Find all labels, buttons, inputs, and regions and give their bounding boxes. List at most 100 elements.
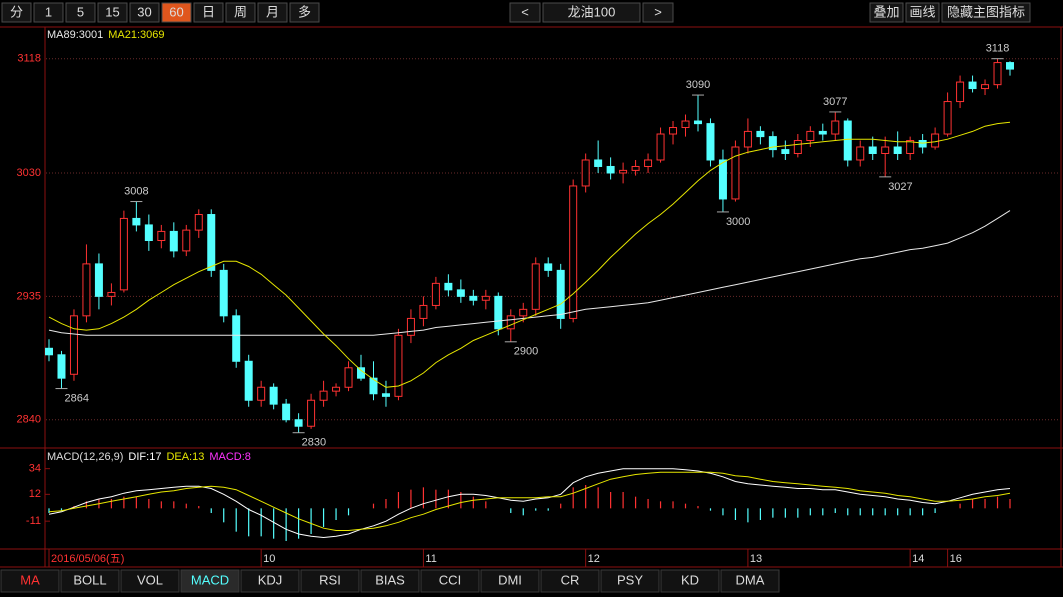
period-button-bg[interactable] bbox=[1, 2, 32, 23]
period-button-bg[interactable] bbox=[129, 2, 160, 23]
period-button-label[interactable]: 周 bbox=[234, 4, 247, 19]
period-button-bg[interactable] bbox=[225, 2, 256, 23]
period-button-bg[interactable] bbox=[257, 2, 288, 23]
indicator-tab[interactable]: CCI bbox=[420, 569, 480, 593]
extreme-label: 3118 bbox=[986, 43, 1010, 55]
tool-button-bg[interactable] bbox=[869, 2, 904, 23]
indicator-tab[interactable]: MA bbox=[0, 569, 60, 593]
indicator-tab-label[interactable]: BIAS bbox=[375, 572, 405, 587]
candle-body bbox=[394, 334, 403, 397]
indicator-tab[interactable]: VOL bbox=[120, 569, 180, 593]
next-button[interactable]: > bbox=[642, 2, 674, 23]
prev-button-label[interactable]: < bbox=[521, 4, 529, 19]
period-button-bg[interactable] bbox=[33, 2, 64, 23]
period-button-label[interactable]: 日 bbox=[202, 4, 215, 19]
indicator-tab[interactable]: BIAS bbox=[360, 569, 420, 593]
period-button-label[interactable]: 1 bbox=[45, 4, 52, 19]
period-button-label[interactable]: 15 bbox=[105, 4, 119, 19]
period-button-label[interactable]: 月 bbox=[266, 4, 279, 19]
indicator-tab-label[interactable]: DMA bbox=[736, 572, 765, 587]
period-button[interactable]: 月 bbox=[257, 2, 288, 23]
prev-button-bg[interactable] bbox=[509, 2, 541, 23]
indicator-tab-bg[interactable] bbox=[360, 569, 420, 593]
indicator-tab[interactable]: RSI bbox=[300, 569, 360, 593]
indicator-tab-label[interactable]: DMI bbox=[498, 572, 522, 587]
indicator-tab-label[interactable]: BOLL bbox=[73, 572, 106, 587]
period-button-bg[interactable] bbox=[161, 2, 192, 23]
period-button-bg[interactable] bbox=[97, 2, 128, 23]
period-button[interactable]: 60 bbox=[161, 2, 192, 23]
indicator-tab-bg[interactable] bbox=[300, 569, 360, 593]
period-button[interactable]: 1 bbox=[33, 2, 64, 23]
prev-button[interactable]: < bbox=[509, 2, 541, 23]
candle-body bbox=[856, 146, 865, 161]
indicator-tab-label[interactable]: RSI bbox=[319, 572, 341, 587]
next-button-label[interactable]: > bbox=[654, 4, 662, 19]
period-button[interactable]: 30 bbox=[129, 2, 160, 23]
period-button[interactable]: 多 bbox=[289, 2, 320, 23]
tool-button[interactable]: 隐藏主图指标 bbox=[941, 2, 1031, 23]
indicator-tab[interactable]: PSY bbox=[600, 569, 660, 593]
symbol-title-label[interactable]: 龙油100 bbox=[568, 4, 616, 19]
indicator-tab-bg[interactable] bbox=[420, 569, 480, 593]
symbol-title-bg[interactable] bbox=[542, 2, 641, 23]
indicator-tab[interactable]: BOLL bbox=[60, 569, 120, 593]
symbol-title[interactable]: 龙油100 bbox=[542, 2, 641, 23]
period-button-label[interactable]: 5 bbox=[77, 4, 84, 19]
period-button-label[interactable]: 多 bbox=[298, 4, 311, 19]
candle-body bbox=[781, 149, 790, 154]
tool-button-label[interactable]: 画线 bbox=[909, 4, 935, 19]
indicator-tab-label[interactable]: PSY bbox=[617, 572, 643, 587]
indicator-tab[interactable]: DMI bbox=[480, 569, 540, 593]
indicator-tab-bg[interactable] bbox=[720, 569, 780, 593]
candle-body bbox=[456, 289, 465, 297]
tool-button-label[interactable]: 隐藏主图指标 bbox=[947, 4, 1025, 19]
period-button[interactable]: 日 bbox=[193, 2, 224, 23]
tool-button[interactable]: 画线 bbox=[905, 2, 940, 23]
indicator-tab-bg[interactable] bbox=[480, 569, 540, 593]
indicator-tab-bg[interactable] bbox=[120, 569, 180, 593]
indicator-tab-bg[interactable] bbox=[180, 569, 240, 593]
macd-bar bbox=[959, 503, 961, 509]
period-button-bg[interactable] bbox=[65, 2, 96, 23]
tool-button[interactable]: 叠加 bbox=[869, 2, 904, 23]
period-button-bg[interactable] bbox=[193, 2, 224, 23]
macd-bar bbox=[722, 508, 724, 516]
indicator-tab-bg[interactable] bbox=[240, 569, 300, 593]
period-button-label[interactable]: 分 bbox=[10, 4, 23, 19]
period-button[interactable]: 15 bbox=[97, 2, 128, 23]
tool-button-label[interactable]: 叠加 bbox=[873, 4, 899, 19]
indicator-tab-bg[interactable] bbox=[660, 569, 720, 593]
macd-bar bbox=[709, 508, 712, 511]
indicator-tab-label[interactable]: KD bbox=[681, 572, 699, 587]
period-button[interactable]: 分 bbox=[1, 2, 32, 23]
tool-button-bg[interactable] bbox=[905, 2, 940, 23]
indicator-tab-label[interactable]: CR bbox=[561, 572, 580, 587]
indicator-tab-bg[interactable] bbox=[0, 569, 60, 593]
indicator-tab-label[interactable]: VOL bbox=[137, 572, 163, 587]
indicator-tab[interactable]: DMA bbox=[720, 569, 780, 593]
candle-body bbox=[207, 214, 216, 271]
indicator-tab-label[interactable]: MA bbox=[20, 572, 40, 587]
next-button-bg[interactable] bbox=[642, 2, 674, 23]
macd-bar bbox=[173, 501, 175, 509]
indicator-tab-bg[interactable] bbox=[600, 569, 660, 593]
indicator-tab[interactable]: CR bbox=[540, 569, 600, 593]
indicator-tab[interactable]: MACD bbox=[180, 569, 240, 593]
candle-body bbox=[868, 146, 877, 154]
period-button-bg[interactable] bbox=[289, 2, 320, 23]
indicator-tab-label[interactable]: MACD bbox=[191, 572, 229, 587]
indicator-tab-label[interactable]: KDJ bbox=[258, 572, 283, 587]
indicator-tab-bg[interactable] bbox=[540, 569, 600, 593]
period-button-label[interactable]: 60 bbox=[169, 4, 183, 19]
indicator-tab[interactable]: KDJ bbox=[240, 569, 300, 593]
indicator-tab[interactable]: KD bbox=[660, 569, 720, 593]
date-label: 13 bbox=[750, 553, 762, 565]
macd-bar bbox=[48, 508, 50, 513]
tool-button-bg[interactable] bbox=[941, 2, 1031, 23]
period-button[interactable]: 周 bbox=[225, 2, 256, 23]
indicator-tab-bg[interactable] bbox=[60, 569, 120, 593]
indicator-tab-label[interactable]: CCI bbox=[439, 572, 461, 587]
period-button[interactable]: 5 bbox=[65, 2, 96, 23]
period-button-label[interactable]: 30 bbox=[137, 4, 151, 19]
